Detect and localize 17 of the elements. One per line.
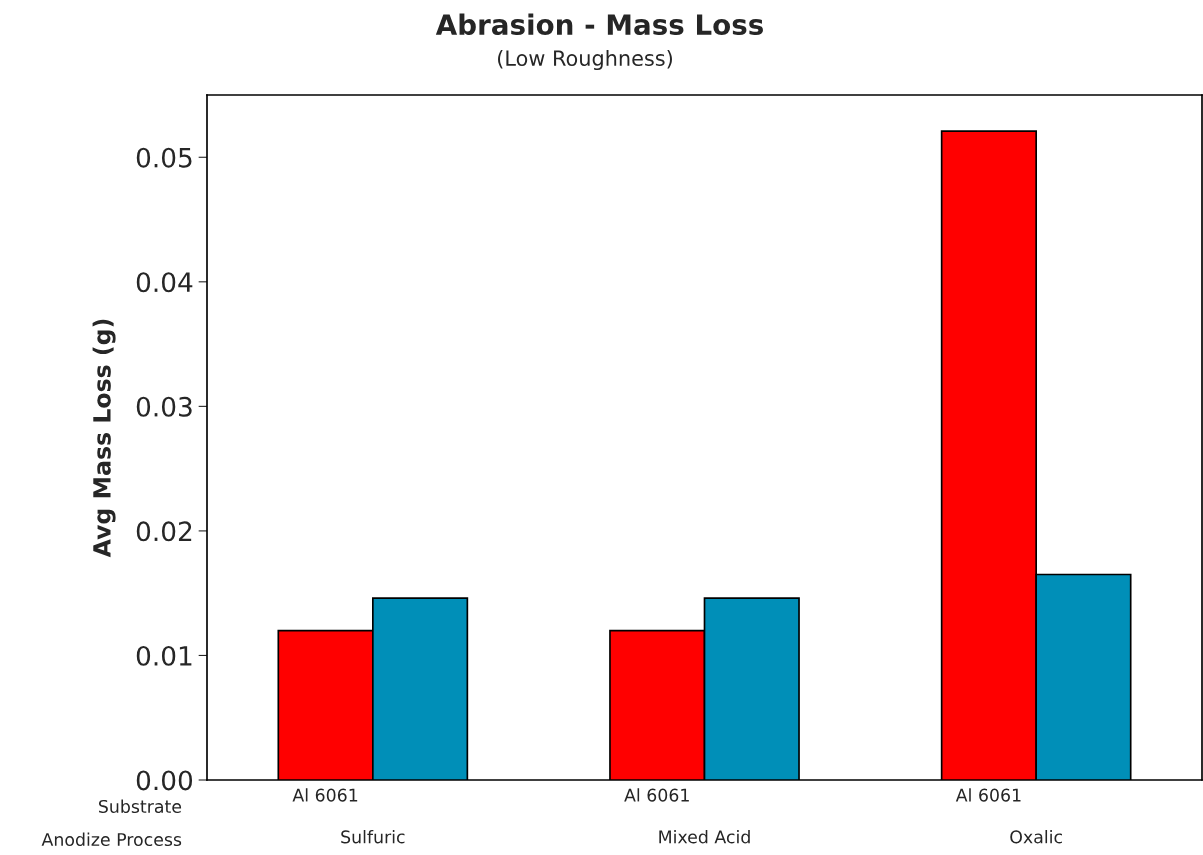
y-tick-label: 0.02 [136, 521, 192, 542]
chart-title: Abrasion - Mass Loss [435, 13, 763, 36]
y-tick-label: 0.00 [136, 770, 193, 791]
y-tick-label: 0.04 [136, 272, 193, 293]
chart-subtitle: (Low Roughness) [498, 49, 672, 71]
x-tick-label: Mixed Acid [659, 830, 750, 844]
x-tick-label: Oxalic [1010, 830, 1062, 844]
y-tick-label: 0.05 [136, 147, 192, 168]
series-label: Al 6061 [292, 788, 358, 802]
text: Al 6061 [955, 788, 1021, 802]
y-tick-label: 0.03 [136, 396, 192, 417]
text: Al 6061 [624, 788, 689, 802]
x-tick-label: Sulfuric [341, 830, 405, 844]
text: Anodize Process [41, 832, 182, 847]
y-axis-title: Avg Mass Loss (g) [92, 319, 116, 558]
y-tick-label: 0.01 [136, 645, 192, 666]
text: Substrate [98, 799, 182, 814]
